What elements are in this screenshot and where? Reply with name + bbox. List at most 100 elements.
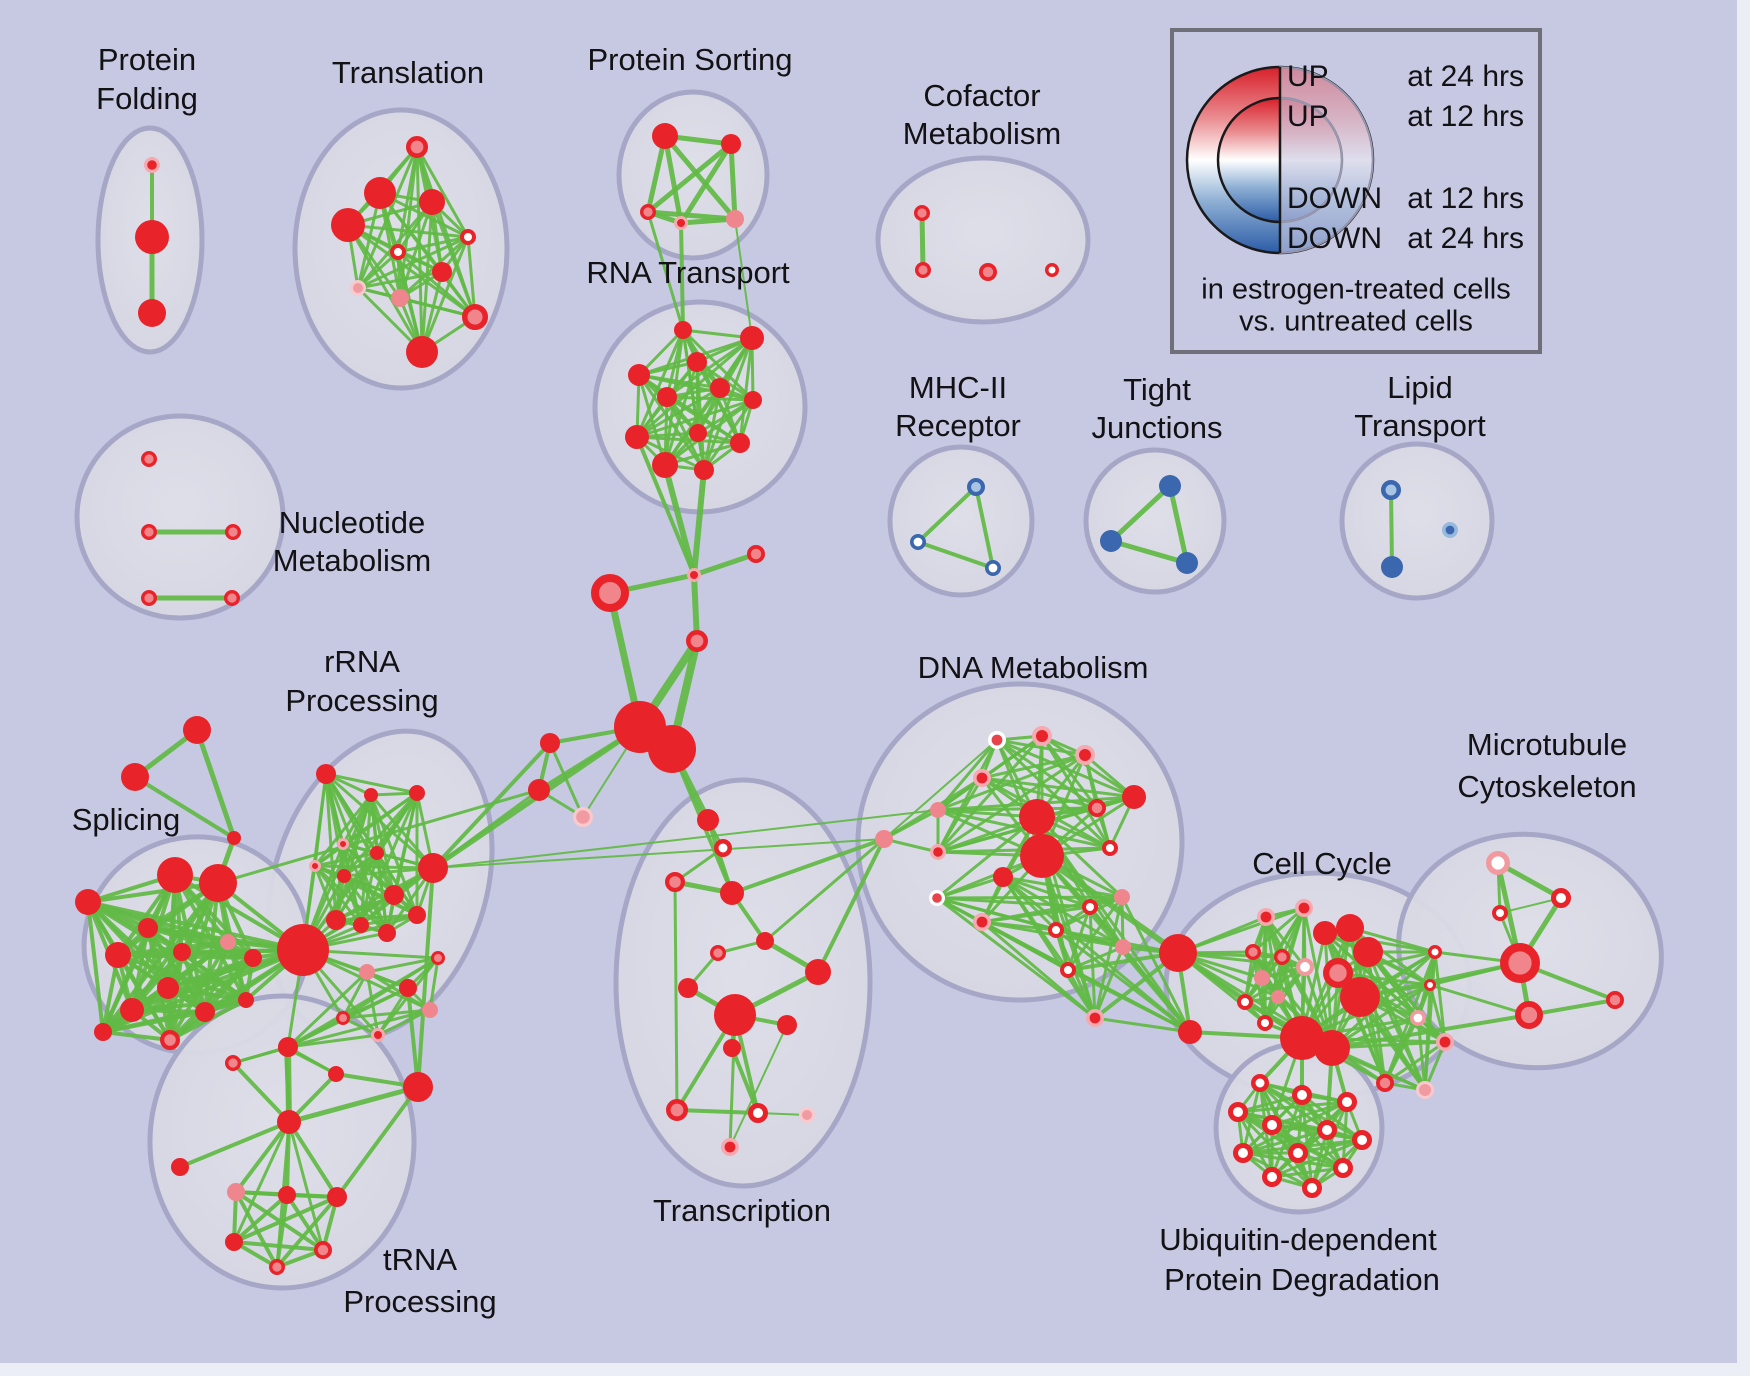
network-edge <box>1039 853 1181 956</box>
network-edge <box>936 753 1087 854</box>
network-edge <box>1108 538 1190 566</box>
network-edge <box>431 741 552 870</box>
network-edge <box>691 572 700 644</box>
cluster-outline-lipid-transport <box>1339 441 1495 601</box>
cluster-label-protein-folding: Protein <box>98 42 196 77</box>
node-s2 <box>227 831 241 845</box>
node-b9 <box>1257 1015 1273 1031</box>
node-q5 <box>171 1158 189 1176</box>
node-m6 <box>1514 1001 1543 1030</box>
node-s8 <box>173 943 191 961</box>
node-r18 <box>371 1028 385 1042</box>
node-rt8 <box>689 424 707 442</box>
node-u11 <box>1302 1178 1322 1198</box>
network-edge <box>645 141 734 215</box>
network-edge <box>232 1120 291 1244</box>
node-m1 <box>1551 888 1571 908</box>
cluster-label-trna: tRNA <box>383 1242 457 1277</box>
node-b23 <box>1416 1081 1434 1099</box>
network-edge <box>1040 734 1099 810</box>
network-edge <box>678 216 738 226</box>
node-r10 <box>353 917 369 933</box>
network-edge <box>980 776 1136 799</box>
network-edge <box>678 141 734 226</box>
node-ps3 <box>674 216 688 230</box>
network-edge <box>882 808 940 841</box>
network-edge <box>1054 928 1180 955</box>
cluster-outline-trna <box>147 993 417 1291</box>
network-edge <box>286 1084 421 1125</box>
network-edge <box>1066 905 1092 972</box>
node-q6 <box>227 1183 245 1201</box>
cluster-outline-cofactor <box>875 155 1091 325</box>
network-edge <box>919 210 926 273</box>
network-edge <box>1251 906 1306 954</box>
network-edge <box>882 837 940 854</box>
node-pf0 <box>144 157 161 174</box>
node-m0 <box>1485 851 1510 876</box>
node-s12 <box>120 998 144 1022</box>
network-edge <box>663 398 755 467</box>
node-u1 <box>1292 1085 1312 1105</box>
node-x14 <box>799 1107 815 1123</box>
network-edge <box>286 970 369 1049</box>
network-edge <box>432 838 885 869</box>
node-s16 <box>160 1029 181 1050</box>
node-rt2 <box>628 364 650 386</box>
network-edge <box>286 1008 432 1049</box>
node-c3 <box>685 629 708 652</box>
network-edge <box>287 1120 325 1252</box>
node-r8 <box>408 906 426 924</box>
network-edge <box>1358 961 1522 999</box>
node-q1 <box>278 1040 294 1056</box>
cluster-label-rrna: rRNA <box>324 644 400 679</box>
node-b7 <box>1237 994 1253 1010</box>
network-edge <box>346 223 424 354</box>
network-edge <box>376 986 410 1037</box>
node-rt11 <box>694 460 714 480</box>
cluster-label-tight-junctions: Tight <box>1123 372 1191 407</box>
network-edge <box>1176 906 1306 955</box>
node-b11 <box>1336 914 1364 942</box>
node-dc <box>875 830 893 848</box>
node-x9 <box>714 994 756 1036</box>
node-cf3 <box>1045 263 1059 277</box>
cluster-label-ubiquitin: Protein Degradation <box>1164 1262 1440 1297</box>
network-edge <box>1383 950 1437 1085</box>
node-r9 <box>326 910 346 930</box>
network-edge <box>681 328 755 402</box>
network-edge <box>432 809 939 869</box>
node-lt0 <box>1381 480 1401 500</box>
node-x8 <box>805 959 831 985</box>
network-edge <box>1336 950 1437 975</box>
network-edge <box>730 1046 760 1115</box>
cluster-label-nucleotide: Nucleotide <box>279 505 425 540</box>
network-edge <box>1035 815 1124 899</box>
network-edge <box>936 734 1044 854</box>
node-b6 <box>1254 970 1270 986</box>
node-d9 <box>1088 799 1107 818</box>
network-edge <box>935 875 1005 900</box>
network-edge <box>1270 1166 1345 1179</box>
network-edge <box>1348 926 1432 987</box>
network-edge <box>416 866 435 1089</box>
cluster-label-protein-folding: Folding <box>96 81 198 116</box>
node-x12 <box>665 1099 688 1122</box>
cluster-label-nucleotide: Metabolism <box>273 543 432 578</box>
node-x5 <box>756 932 774 950</box>
network-edge <box>1264 915 1307 969</box>
cluster-label-cell-cycle: Cell Cycle <box>1252 846 1392 881</box>
network-edge <box>1066 968 1097 1020</box>
node-t1 <box>364 177 396 209</box>
node-t10 <box>406 336 438 368</box>
network-edge <box>1389 488 1394 569</box>
cluster-label-dna: DNA Metabolism <box>918 650 1149 685</box>
cluster-label-microtubule: Cytoskeleton <box>1457 769 1636 804</box>
network-edge <box>665 336 754 399</box>
node-r16 <box>336 1011 350 1025</box>
node-x3 <box>720 881 744 905</box>
legend-time-label: at 12 hrs <box>1407 100 1524 133</box>
network-edge <box>369 793 419 917</box>
node-n2 <box>224 523 241 540</box>
